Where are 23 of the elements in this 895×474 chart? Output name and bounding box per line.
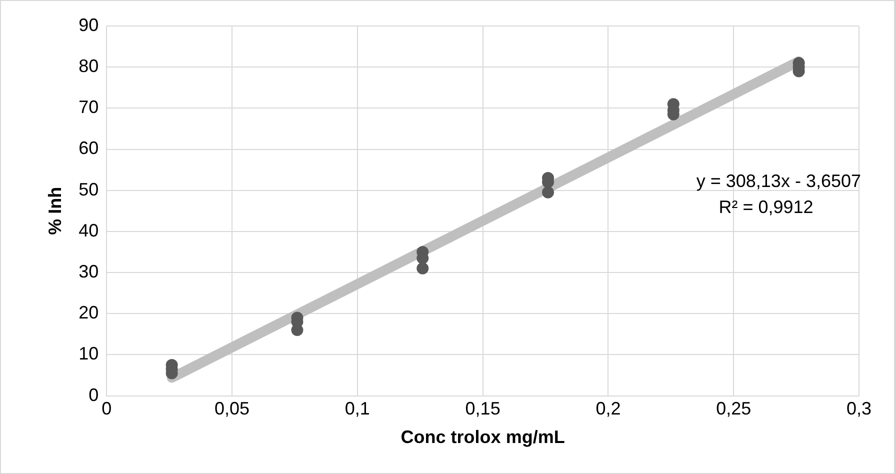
y-tick-label: 60 xyxy=(78,138,99,158)
y-tick-label: 90 xyxy=(78,14,99,35)
x-tick-label: 0,2 xyxy=(596,398,621,419)
x-axis-title: Conc trolox mg/mL xyxy=(400,427,565,448)
x-tick-label: 0,15 xyxy=(465,398,500,419)
y-tick-label: 20 xyxy=(78,302,99,323)
y-tick-label: 30 xyxy=(78,262,99,282)
y-axis-title: % Inh xyxy=(44,186,65,235)
y-tick-label: 40 xyxy=(78,220,99,240)
y-tick-label: 50 xyxy=(78,179,99,200)
point xyxy=(416,262,429,274)
x-tick-label: 0,25 xyxy=(716,398,752,419)
annotation: y = 308,13x - 3,6507 xyxy=(696,171,861,192)
x-tick-label: 0 xyxy=(102,398,112,419)
y-tick-label: 0 xyxy=(88,384,99,405)
x-tick-label: 0,05 xyxy=(214,398,250,419)
y-tick-label: 70 xyxy=(78,97,99,118)
x-tick-label: 0,1 xyxy=(344,398,370,419)
x-tick-label: 0,3 xyxy=(846,398,872,419)
annotation: R² = 0,9912 xyxy=(718,197,814,218)
point xyxy=(542,186,554,198)
y-tick-label: 10 xyxy=(78,344,99,364)
y-tick-label: 80 xyxy=(78,56,99,76)
